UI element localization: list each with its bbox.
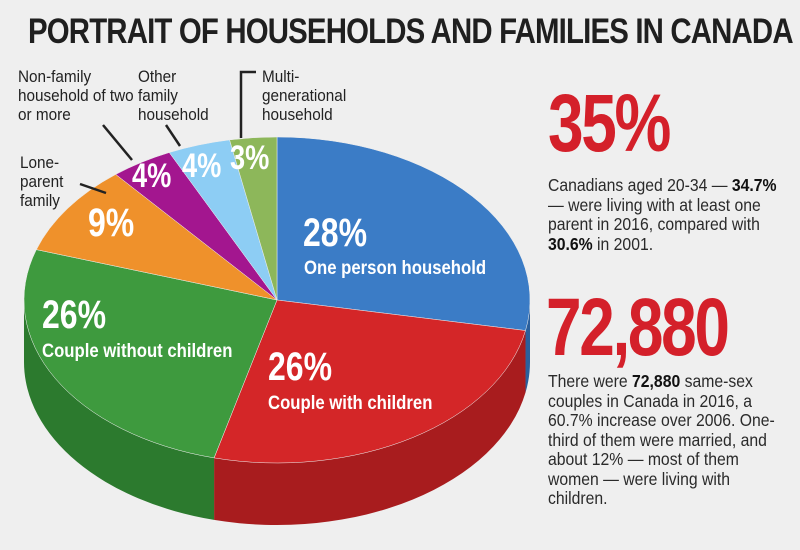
text: in 2001. [592, 233, 654, 254]
bold-value: 30.6% [548, 233, 593, 254]
bold-value: 34.7% [731, 175, 777, 195]
pct-label-multi-generational: 3% [230, 139, 270, 177]
bold-value: 72,880 [632, 371, 681, 391]
pie-slice-multi-generational-household [229, 136, 278, 301]
pct-label-other-family: 4% [182, 147, 222, 185]
label-couple-with-children: Couple with children [268, 393, 433, 414]
pct-label-couple-with-children: 26% [268, 345, 333, 389]
leader-line-other [164, 124, 182, 147]
leader-lines [79, 70, 256, 195]
stat-35-percent: 35% [548, 78, 671, 169]
stat-72880: 72,880 [546, 282, 730, 373]
chart-title: PORTRAIT OF HOUSEHOLDS AND FAMILIES IN C… [28, 12, 794, 51]
pct-label-non-family: 4% [132, 157, 172, 195]
callout-other: Other family household [138, 67, 209, 124]
pie-slice-one-person-household [276, 136, 531, 331]
callout-lone: Lone-parent family [20, 153, 64, 210]
pie-side-1 [214, 330, 526, 525]
pct-label-couple-without-children: 26% [42, 293, 107, 337]
pie-slice-lone-parent-family [36, 174, 278, 301]
text: same-sex couples in Canada in 2016, a 60… [548, 371, 775, 508]
text: — were living with at least one parent i… [548, 194, 761, 234]
pct-label-one-person: 28% [303, 211, 368, 255]
label-one-person: One person household [304, 258, 487, 279]
leader-line-multi [239, 70, 256, 138]
leader-line-lone [79, 182, 107, 195]
stat-35-description: Canadians aged 20-34 — 34.7% — were livi… [548, 175, 793, 254]
text: There were [548, 371, 633, 391]
pie-slice-couple-without-children [23, 249, 278, 459]
callout-nonfamily: Non-family household of two or more [18, 67, 134, 124]
pct-label-lone-parent: 9% [88, 201, 135, 245]
pie-side-0 [525, 300, 530, 393]
label-couple-without-children: Couple without children [42, 341, 233, 362]
pie-side-2 [24, 300, 215, 520]
text: Canadians aged 20-34 — [548, 175, 732, 195]
stat-72880-description: There were 72,880 same-sex couples in Ca… [548, 371, 793, 509]
leader-line-nonfamily [102, 124, 133, 161]
pie-slice-couple-with-children [213, 299, 526, 464]
callout-multi: Multi-generational household [262, 67, 347, 124]
